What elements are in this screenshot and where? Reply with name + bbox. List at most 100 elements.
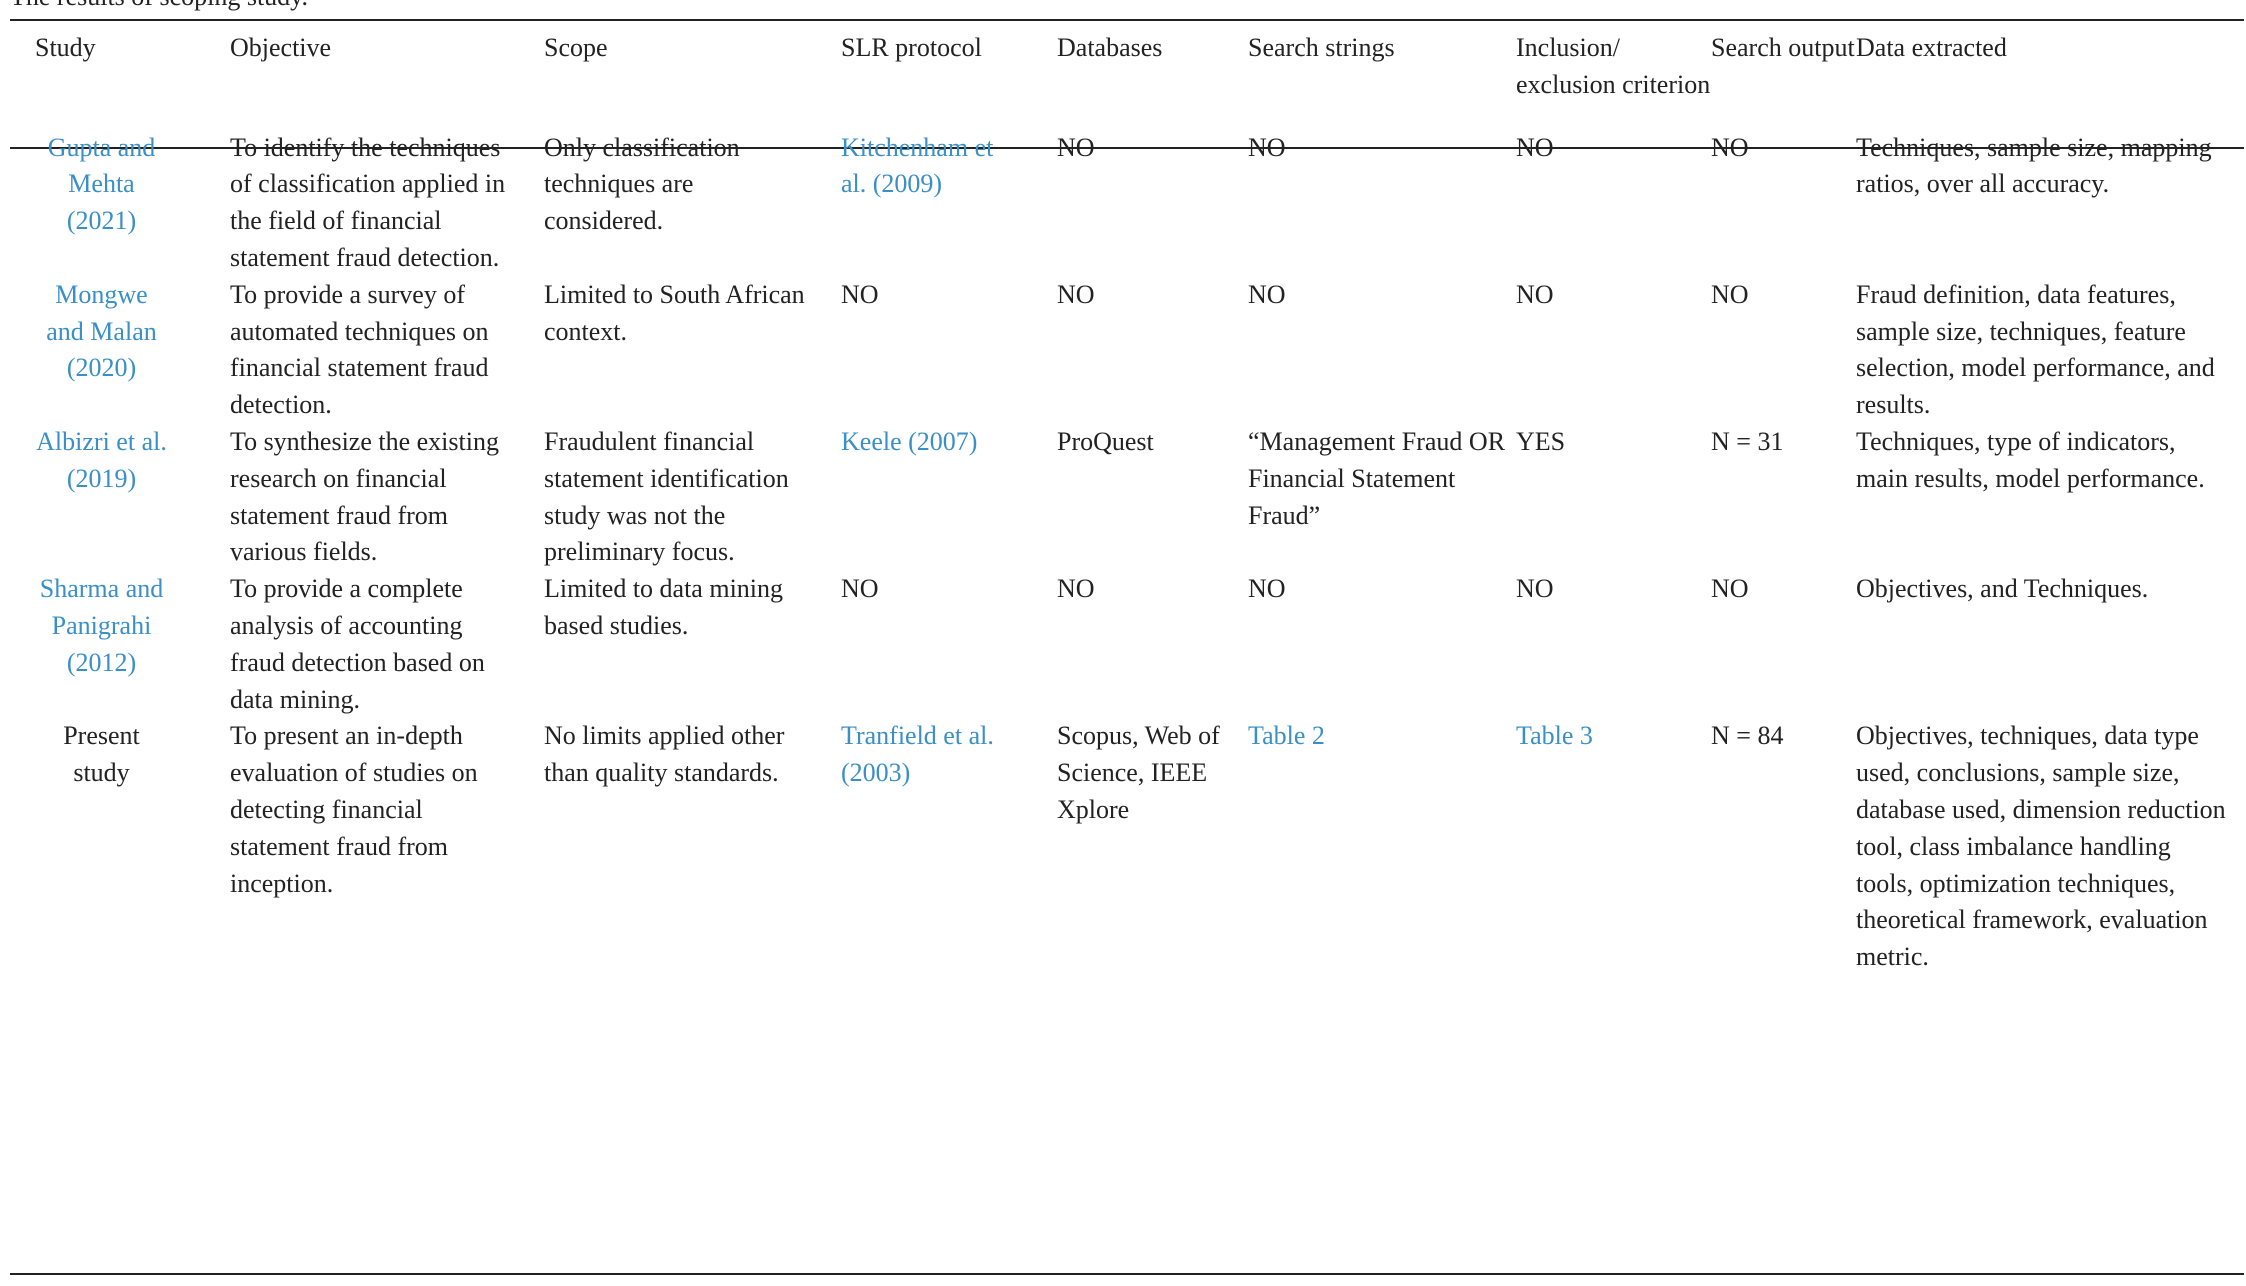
table-cell: NO: [1057, 571, 1248, 718]
rule: [10, 147, 2244, 149]
table-cell: Sharma and Panigrahi (2012): [35, 571, 230, 718]
cell-text: NO: [1248, 279, 1286, 309]
table-cell: NO: [1057, 277, 1248, 424]
table-cell: Kitchenham et al. (2009): [841, 120, 1057, 277]
table-cell: YES: [1516, 424, 1711, 571]
cell-text: Techniques, type of indicators, main res…: [1856, 426, 2205, 493]
table-cell: Fraud definition, data features, sample …: [1856, 277, 2244, 424]
table-cell: NO: [1711, 277, 1856, 424]
cell-text: NO: [841, 574, 879, 604]
cell-text: Scopus, Web of Science, IEEE Xplore: [1057, 721, 1220, 824]
citation-link[interactable]: Tranfield et al. (2003): [841, 721, 994, 788]
table-cell: NO: [1711, 571, 1856, 718]
column-header: Search output: [1711, 33, 1855, 62]
table-cell: Only classification techniques are consi…: [544, 120, 841, 277]
table-cell: N = 84: [1711, 718, 1856, 976]
citation-link[interactable]: Keele (2007): [841, 426, 978, 456]
table-row: Gupta and Mehta (2021) To identify the te…: [35, 120, 2244, 277]
cell-text: To provide a survey of automated techniq…: [230, 279, 489, 420]
citation-link[interactable]: Gupta and Mehta (2021): [47, 132, 156, 236]
table-cell: Keele (2007): [841, 424, 1057, 571]
cell-text: NO: [1248, 574, 1286, 604]
cell-text: NO: [1516, 132, 1554, 162]
table-cell: To identify the techniques of classifica…: [230, 120, 544, 277]
table-cell: No limits applied other than quality sta…: [544, 718, 841, 976]
cell-text: ProQuest: [1057, 426, 1154, 456]
table-cell: Objectives, techniques, data type used, …: [1856, 718, 2244, 976]
cell-text: Objectives, techniques, data type used, …: [1856, 721, 2226, 972]
cell-text: NO: [841, 279, 879, 309]
table-cell: Scopus, Web of Science, IEEE Xplore: [1057, 718, 1248, 976]
table-body: Gupta and Mehta (2021) To identify the te…: [35, 120, 2244, 976]
table-row: Albizri et al. (2019) To synthesize the e…: [35, 424, 2244, 571]
cell-text: NO: [1057, 574, 1095, 604]
table-cell: Present study: [35, 718, 230, 976]
table-cell: To provide a complete analysis of accoun…: [230, 571, 544, 718]
table-cell: NO: [1057, 120, 1248, 277]
citation-link[interactable]: Sharma and Panigrahi (2012): [39, 574, 164, 677]
cell-text: NO: [1711, 574, 1749, 604]
cell-text: NO: [1711, 279, 1749, 309]
table-cell: NO: [1248, 120, 1516, 277]
table-cell: Table 3: [1516, 718, 1711, 976]
column-header: SLR protocol: [841, 33, 982, 62]
cell-text: NO: [1516, 574, 1554, 604]
cell-text: YES: [1516, 426, 1566, 456]
table-cell: NO: [841, 277, 1057, 424]
citation-link[interactable]: Table 2: [1248, 721, 1325, 751]
table-cell: Table 2: [1248, 718, 1516, 976]
table-cell: Gupta and Mehta (2021): [35, 120, 230, 277]
table-cell: Limited to South African context.: [544, 277, 841, 424]
cell-text: To identify the techniques of classifica…: [230, 132, 506, 272]
table-cell: Mongwe and Malan (2020): [35, 277, 230, 424]
table-row: Present study To present an in-depth eval…: [35, 718, 2244, 976]
table-cell: NO: [1516, 571, 1711, 718]
cell-text: NO: [1711, 132, 1749, 162]
cell-text: Only classification techniques are consi…: [544, 132, 740, 236]
cell-text: Objectives, and Techniques.: [1856, 574, 2149, 604]
rule: [10, 1273, 2244, 1275]
table-cell: NO: [1516, 277, 1711, 424]
cell-text: To synthesize the existing research on f…: [230, 426, 499, 567]
table-row: Sharma and Panigrahi (2012) To provide a …: [35, 571, 2244, 718]
column-header: Objective: [230, 33, 332, 62]
table-cell: To present an in-depth evaluation of stu…: [230, 718, 544, 976]
table-row: Mongwe and Malan (2020) To provide a surv…: [35, 277, 2244, 424]
table-cell: NO: [1248, 571, 1516, 718]
table-cell: To provide a survey of automated techniq…: [230, 277, 544, 424]
table-cell: NO: [1248, 277, 1516, 424]
cell-text: NO: [1248, 132, 1286, 162]
table-cell: “Management Fraud OR Financial Statement…: [1248, 424, 1516, 571]
citation-link[interactable]: Kitchenham et al. (2009): [841, 132, 994, 199]
cell-text: N = 31: [1711, 426, 1784, 456]
table-cell: ProQuest: [1057, 424, 1248, 571]
cell-text: Limited to data mining based studies.: [544, 574, 784, 640]
table-cell: Tranfield et al. (2003): [841, 718, 1057, 976]
table-cell: Albizri et al. (2019): [35, 424, 230, 571]
column-header: Study: [35, 33, 96, 62]
table: Study Objective Scope SLR protocol Databases…: [35, 21, 2244, 976]
table-cell: Limited to data mining based studies.: [544, 571, 841, 718]
cell-text: To present an in-depth evaluation of stu…: [230, 721, 478, 898]
cell-text: To provide a complete analysis of accoun…: [230, 574, 485, 714]
table-cell: Objectives, and Techniques.: [1856, 571, 2244, 718]
cell-text: Present study: [63, 721, 140, 788]
cell-text: NO: [1516, 279, 1554, 309]
table-cell: NO: [841, 571, 1057, 718]
rule: [10, 19, 2244, 21]
cell-text: “Management Fraud OR Financial Statement…: [1248, 426, 1506, 530]
table-cell: Techniques, type of indicators, main res…: [1856, 424, 2244, 571]
cell-text: NO: [1057, 279, 1095, 309]
table-cell: Fraudulent financial statement identific…: [544, 424, 841, 571]
cell-text: Fraudulent financial statement identific…: [544, 426, 789, 567]
table-cell: Techniques, sample size, mapping ratios,…: [1856, 120, 2244, 277]
cell-text: No limits applied other than quality sta…: [544, 721, 785, 788]
cell-text: N = 84: [1711, 721, 1784, 751]
citation-link[interactable]: Mongwe and Malan (2020): [46, 279, 157, 383]
column-header: Inclusion/ exclusion criterion: [1516, 33, 1711, 99]
table-caption: The results of scoping study.: [10, 0, 308, 15]
citation-link[interactable]: Table 3: [1516, 721, 1593, 751]
citation-link[interactable]: Albizri et al. (2019): [36, 426, 167, 493]
header-row: Study Objective Scope SLR protocol Databases…: [35, 21, 2244, 120]
column-header: Data extracted: [1856, 33, 2007, 62]
